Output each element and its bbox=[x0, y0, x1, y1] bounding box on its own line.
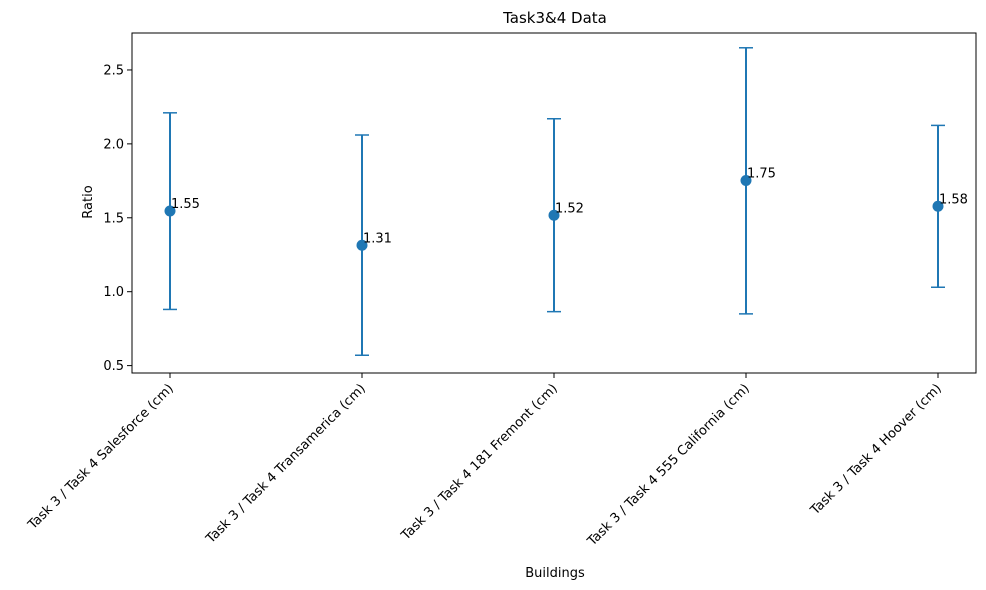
y-tick-label: 0.5 bbox=[103, 359, 124, 374]
data-label: 1.52 bbox=[555, 201, 584, 216]
x-tick-label: Task 3 / Task 4 181 Fremont (cm) bbox=[398, 381, 561, 544]
data-label: 1.58 bbox=[939, 192, 968, 207]
y-axis-label: Ratio bbox=[81, 185, 96, 218]
x-tick-label: Task 3 / Task 4 Salesforce (cm) bbox=[25, 381, 177, 533]
data-point bbox=[356, 239, 368, 251]
x-tick-label: Task 3 / Task 4 Hoover (cm) bbox=[807, 381, 945, 519]
data-label: 1.31 bbox=[363, 231, 392, 246]
y-tick-label: 1.5 bbox=[103, 211, 124, 226]
data-point bbox=[932, 200, 944, 212]
data-label: 1.75 bbox=[747, 167, 776, 182]
data-point bbox=[740, 175, 752, 187]
data-label: 1.55 bbox=[171, 197, 200, 212]
data-point bbox=[164, 205, 176, 217]
y-tick-label: 2.0 bbox=[103, 137, 124, 152]
y-tick-label: 1.0 bbox=[103, 285, 124, 300]
y-tick-label: 2.5 bbox=[103, 63, 124, 78]
x-tick-label: Task 3 / Task 4 555 California (cm) bbox=[584, 381, 753, 550]
data-point bbox=[548, 209, 560, 221]
plot-area: 0.5 1.0 1.5 2.0 2.5 Task 3 / Task 4 Salesforc… bbox=[25, 32, 977, 550]
chart-title: Task3&4 Data bbox=[502, 9, 607, 27]
x-axis-label: Buildings bbox=[525, 566, 585, 581]
x-tick-label: Task 3 / Task 4 Transamerica (cm) bbox=[203, 381, 369, 547]
